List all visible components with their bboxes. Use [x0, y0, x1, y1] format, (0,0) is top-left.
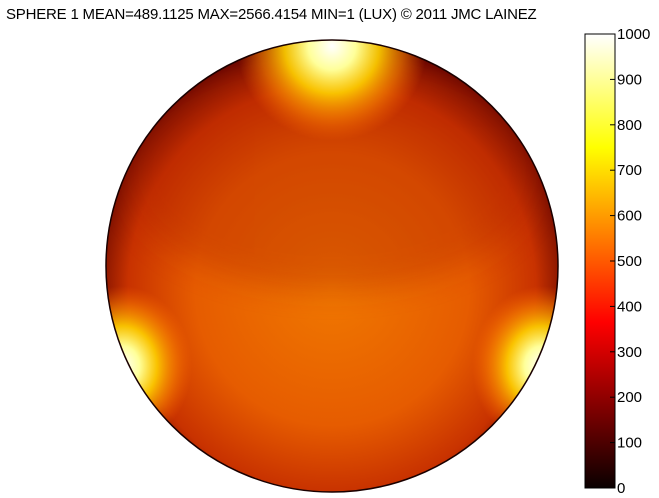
- colorbar-tick-label: 400: [617, 298, 642, 315]
- colorbar-tick-label: 500: [617, 253, 642, 270]
- colorbar-tick-label: 200: [617, 389, 642, 406]
- upper-cool-band: [122, 51, 542, 291]
- colorbar: 0 100 200 300 400 500 600 700 800 900 1000: [584, 26, 650, 497]
- colorbar-tick-label: 100: [617, 435, 642, 452]
- sphere-disc: [105, 39, 559, 493]
- colorbar-tick-label: 1000: [617, 26, 650, 43]
- figure-title: SPHERE 1 MEAN=489.1125 MAX=2566.4154 MIN…: [6, 6, 537, 23]
- hotspot-left: [106, 286, 192, 446]
- colorbar-tick-label: 0: [617, 480, 625, 497]
- colorbar-tick-label: 600: [617, 208, 642, 225]
- sphere-outline: [105, 39, 559, 493]
- colorbar-tick-label: 900: [617, 71, 642, 88]
- colorbar-tick-label: 700: [617, 162, 642, 179]
- hotspot-top: [237, 40, 427, 141]
- colorbar-tick-label: 800: [617, 117, 642, 134]
- colorbar-tick-label: 300: [617, 344, 642, 361]
